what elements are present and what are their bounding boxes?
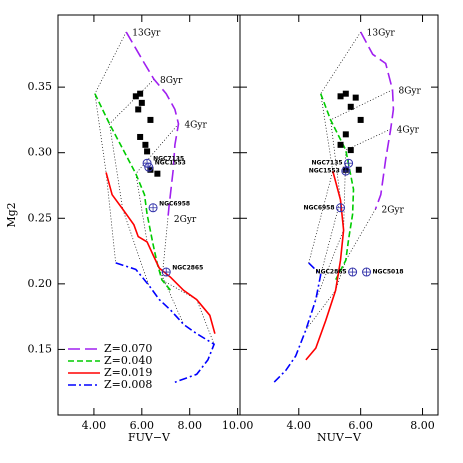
- y-tick-label: 0.30: [28, 146, 53, 159]
- data-point: [337, 141, 344, 148]
- data-point: [132, 93, 139, 100]
- model-line: [125, 31, 180, 219]
- isochrone-label: 8Gyr: [399, 86, 422, 96]
- isochrone-label: 4Gyr: [184, 120, 207, 130]
- legend-label: Z=0.070: [104, 342, 152, 355]
- y-tick-label: 0.25: [28, 211, 53, 224]
- galaxy-label: NGC7135: [312, 160, 343, 167]
- isochrone-label: 13Gyr: [132, 29, 161, 39]
- x-tick-label: 4.00: [287, 419, 312, 432]
- isochrone: [109, 79, 155, 286]
- galaxy-label: NGC7135: [153, 156, 184, 163]
- isochrone-label: 8Gyr: [160, 76, 183, 86]
- y-tick-label: 0.15: [28, 342, 53, 355]
- x-tick-label: 10.00: [222, 419, 254, 432]
- galaxy-cross: [149, 203, 158, 212]
- data-point: [147, 116, 154, 123]
- model-line: [105, 172, 216, 334]
- galaxy-label: NGC1553: [155, 160, 186, 167]
- galaxy-label: NGC6958: [159, 200, 190, 207]
- galaxy-label: NGC1553: [309, 168, 340, 175]
- data-point: [357, 116, 364, 123]
- galaxy-cross: [336, 203, 345, 212]
- isochrone: [94, 31, 127, 263]
- model-line: [115, 262, 216, 383]
- data-point: [147, 166, 154, 173]
- data-point: [342, 131, 349, 138]
- x-tick-label: 6.00: [348, 419, 373, 432]
- galaxy-label: NGC2865: [316, 269, 347, 276]
- galaxy-label: NGC5018: [373, 269, 404, 276]
- data-point: [154, 170, 161, 177]
- legend-label: Z=0.008: [104, 378, 152, 391]
- data-point: [135, 106, 142, 113]
- isochrone: [315, 128, 391, 300]
- data-point: [137, 133, 144, 140]
- legend-label: Z=0.019: [104, 366, 152, 379]
- plot-frame: [239, 14, 439, 416]
- data-point: [347, 103, 354, 110]
- galaxy-cross: [144, 163, 153, 172]
- galaxy-cross: [348, 268, 357, 277]
- data-point: [347, 147, 354, 154]
- isochrone-label: 13Gyr: [367, 29, 396, 39]
- isochrone-label: 2Gyr: [382, 206, 405, 216]
- y-axis-label: Mg2: [5, 202, 18, 227]
- galaxy-cross: [341, 167, 350, 176]
- legend-label: Z=0.040: [104, 354, 152, 367]
- model-line: [305, 170, 345, 361]
- data-point: [352, 94, 359, 101]
- x-tick-label: 8.00: [410, 419, 435, 432]
- galaxy-cross: [362, 268, 371, 277]
- data-point: [337, 93, 344, 100]
- galaxy-cross: [162, 268, 171, 277]
- model-line: [359, 31, 395, 210]
- galaxy-cross: [344, 159, 353, 168]
- data-point: [355, 166, 362, 173]
- isochrone: [308, 31, 361, 263]
- data-point: [137, 90, 144, 97]
- isochrone-label: 4Gyr: [397, 126, 420, 136]
- isochrone: [161, 218, 215, 345]
- x-tick-label: 8.00: [177, 419, 202, 432]
- x-tick-label: 6.00: [130, 419, 155, 432]
- model-line: [272, 262, 322, 385]
- isochrone-label: 2Gyr: [174, 215, 197, 225]
- y-tick-label: 0.20: [28, 277, 53, 290]
- galaxy-label: NGC2865: [172, 265, 203, 272]
- model-line: [94, 93, 172, 291]
- x-tick-label: 4.00: [82, 419, 107, 432]
- y-tick-label: 0.35: [28, 80, 53, 93]
- data-point: [142, 141, 149, 148]
- x-axis-label: NUV−V: [317, 431, 362, 444]
- data-point: [342, 90, 349, 97]
- galaxy-label: NGC6958: [303, 204, 334, 211]
- data-point: [144, 148, 151, 155]
- x-axis-label: FUV−V: [128, 431, 171, 444]
- isochrone: [305, 208, 376, 331]
- data-point: [138, 99, 145, 106]
